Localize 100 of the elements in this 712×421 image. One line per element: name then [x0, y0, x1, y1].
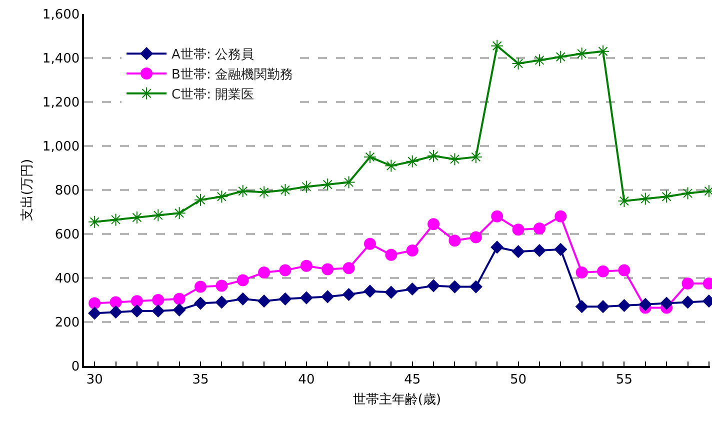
- point: [532, 54, 546, 67]
- point: [618, 264, 630, 276]
- point: [215, 190, 228, 204]
- point: [490, 240, 504, 254]
- point: [384, 159, 398, 172]
- point: [597, 265, 610, 278]
- point: [364, 238, 376, 250]
- x-tick-label: 55: [616, 372, 632, 388]
- point: [278, 184, 292, 196]
- point: [258, 266, 270, 278]
- point: [554, 50, 568, 64]
- point: [322, 263, 334, 276]
- y-tick-label: 1,600: [42, 8, 80, 23]
- point: [109, 213, 122, 226]
- point: [342, 176, 356, 189]
- point: [660, 296, 673, 310]
- point: [364, 284, 376, 298]
- point: [342, 288, 356, 301]
- y-tick-label: 1,200: [42, 96, 80, 111]
- y-tick-label: 400: [54, 272, 80, 287]
- point: [88, 297, 101, 310]
- point: [682, 278, 694, 290]
- point: [88, 306, 101, 320]
- point: [596, 300, 610, 313]
- point: [130, 211, 144, 224]
- legend-label: B世帯: 金融機関勤務: [172, 68, 293, 83]
- point: [88, 215, 102, 228]
- point: [427, 149, 440, 162]
- point: [152, 294, 164, 306]
- point: [130, 295, 143, 308]
- x-tick-label: 40: [298, 372, 315, 388]
- point: [428, 218, 440, 230]
- point: [533, 222, 546, 234]
- point: [194, 296, 207, 310]
- x-tick-label: 35: [192, 372, 209, 388]
- point: [575, 300, 588, 313]
- point: [110, 296, 122, 308]
- y-tick-label: 1,000: [42, 140, 80, 155]
- point: [448, 152, 462, 166]
- point: [173, 292, 186, 305]
- point: [278, 292, 292, 306]
- x-tick-label: 45: [404, 372, 421, 388]
- point: [618, 299, 631, 312]
- point: [406, 282, 419, 296]
- point: [406, 244, 418, 256]
- y-tick-label: 600: [54, 228, 80, 243]
- point: [470, 231, 482, 244]
- legend-label: A世帯: 公務員: [172, 48, 254, 63]
- point: [216, 280, 228, 292]
- y-tick-label: 800: [54, 184, 80, 199]
- point: [342, 262, 355, 274]
- point: [215, 296, 228, 309]
- point: [172, 304, 186, 316]
- x-tick-label: 50: [510, 372, 527, 388]
- point: [279, 264, 292, 276]
- x-tick-label: 30: [86, 372, 103, 388]
- point: [321, 290, 334, 304]
- legend-label: C世帯: 開業医: [172, 87, 254, 102]
- point: [448, 234, 461, 247]
- point: [321, 178, 334, 191]
- point: [363, 150, 376, 164]
- point: [236, 274, 249, 286]
- point: [512, 57, 525, 70]
- point: [385, 248, 398, 261]
- point: [109, 306, 122, 318]
- point: [576, 266, 588, 278]
- point: [618, 194, 631, 208]
- point: [152, 208, 165, 222]
- point: [448, 280, 462, 294]
- point: [384, 286, 398, 299]
- point: [533, 244, 546, 257]
- point: [554, 243, 567, 256]
- point: [258, 186, 271, 199]
- point: [300, 291, 313, 304]
- point: [491, 210, 504, 222]
- point: [639, 298, 652, 311]
- point: [300, 180, 313, 194]
- point: [469, 150, 482, 164]
- x-axis-title: 世帯主年齢(歳): [352, 391, 442, 408]
- point: [152, 304, 164, 318]
- point: [300, 260, 312, 272]
- y-tick-label: 0: [71, 360, 80, 375]
- point: [236, 292, 250, 306]
- point: [681, 186, 694, 200]
- point: [512, 245, 525, 258]
- y-axis-title: 支出(万円): [20, 158, 35, 222]
- point: [258, 294, 270, 308]
- point: [236, 184, 250, 198]
- point: [512, 224, 524, 236]
- point: [554, 210, 567, 222]
- point: [660, 190, 674, 204]
- y-tick-label: 1,400: [42, 52, 80, 67]
- y-tick-label: 200: [54, 316, 80, 331]
- point: [194, 280, 207, 293]
- point: [490, 39, 504, 52]
- point: [575, 47, 588, 60]
- point: [130, 304, 144, 318]
- point: [596, 44, 610, 58]
- point: [194, 193, 208, 206]
- point: [427, 279, 440, 292]
